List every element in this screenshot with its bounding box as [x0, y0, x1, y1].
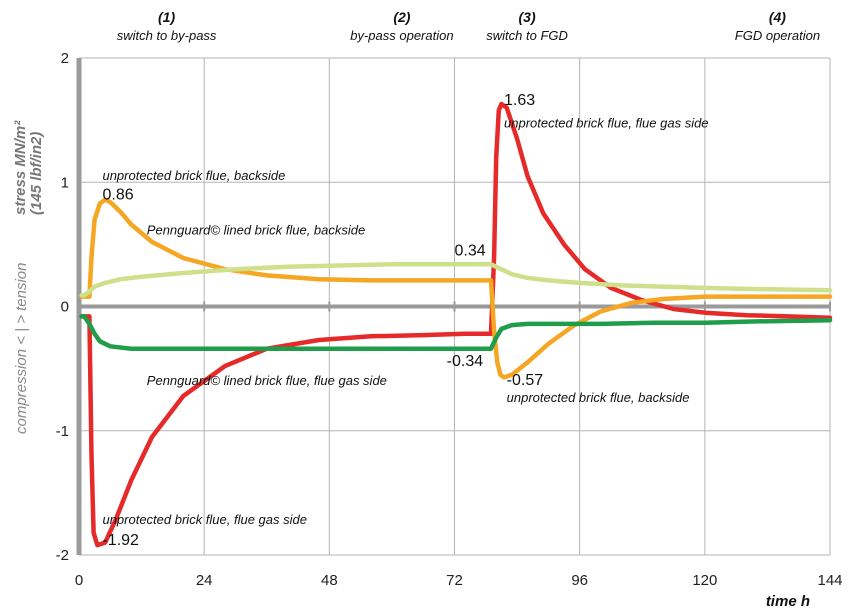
phase-number: (1) [158, 9, 175, 25]
phase-label: by-pass operation [350, 28, 453, 43]
y-tick-label: 2 [61, 50, 69, 67]
x-tick-label: 144 [817, 572, 842, 589]
phase-label: switch to by-pass [117, 28, 217, 43]
x-tick-label: 48 [321, 572, 338, 589]
phase-number: (2) [393, 9, 410, 25]
y-tick-label: 0 [61, 299, 69, 316]
x-axis-label: time h [766, 593, 810, 609]
y-tick-label: -2 [56, 547, 69, 564]
annotation-value: -1.92 [102, 532, 139, 549]
annotation-label: Pennguard© lined brick flue, flue gas si… [147, 373, 387, 388]
y-tick-label: 1 [61, 174, 69, 191]
phase-label: FGD operation [735, 28, 820, 43]
phase-label: switch to FGD [486, 28, 568, 43]
annotation-value: 1.63 [504, 92, 535, 109]
series-line [79, 197, 833, 380]
y-axis-label-stress: stress MN/m² [12, 120, 29, 215]
series-line [79, 262, 833, 298]
x-tick-label: 96 [571, 572, 588, 589]
annotation-label: Pennguard© lined brick flue, backside [147, 222, 365, 237]
series-lines [79, 101, 833, 548]
x-tick-label: 0 [75, 572, 83, 589]
phase-number: (4) [769, 9, 786, 25]
annotation-label: unprotected brick flue, flue gas side [102, 512, 307, 527]
annotation-value: 0.86 [102, 187, 133, 204]
annotation-label: unprotected brick flue, backside [507, 390, 690, 405]
phase-number: (3) [519, 9, 536, 25]
y-axis-label-units: (145 lbf/in2) [28, 132, 45, 215]
x-tick-label: 120 [692, 572, 717, 589]
y-tick-label: -1 [56, 423, 69, 440]
annotation-label: unprotected brick flue, flue gas side [504, 116, 709, 131]
series-line [79, 314, 833, 351]
annotation-value: 0.34 [455, 243, 486, 260]
x-tick-label: 24 [196, 572, 213, 589]
annotation-value: -0.57 [507, 372, 544, 389]
labels: (1) switch to by-pass (2) by-pass operation… [102, 9, 820, 549]
x-tick-label: 72 [446, 572, 463, 589]
y-axis-label-compression-tension: compression < | > tension [13, 263, 30, 435]
annotation-value: -0.34 [447, 353, 484, 370]
annotation-label: unprotected brick flue, backside [102, 168, 285, 183]
